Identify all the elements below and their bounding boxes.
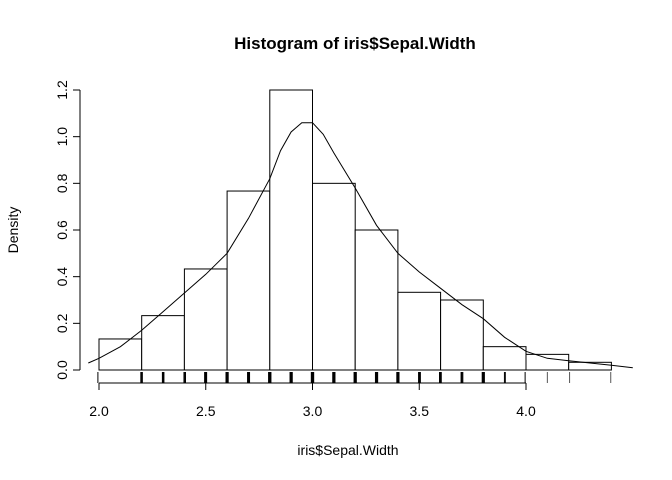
- x-tick-label: 3.0: [303, 403, 323, 419]
- rug-marks: [97, 372, 612, 383]
- histogram-bar-10: [525, 353, 570, 371]
- histogram-bar-5: [312, 182, 356, 371]
- histogram-bar-6: [354, 229, 399, 371]
- density-curve: [88, 122, 633, 369]
- y-tick-label: 0.8: [54, 173, 70, 193]
- y-tick-label: 0.2: [54, 313, 70, 333]
- density-curve-group: [88, 122, 633, 369]
- histogram-bar-8: [440, 299, 484, 371]
- y-tick-label: 0.4: [54, 267, 70, 287]
- x-tick-label: 3.5: [410, 403, 430, 419]
- histogram-bar-4: [269, 89, 313, 371]
- y-axis-label: Density: [5, 207, 21, 254]
- y-tick-label: 0.0: [54, 360, 70, 380]
- histogram-bar-7: [397, 291, 442, 371]
- histogram-bar-9: [482, 346, 527, 371]
- chart-title: Histogram of iris$Sepal.Width: [234, 34, 476, 53]
- histogram-bar-1: [141, 315, 185, 371]
- x-tick-label: 4.0: [516, 403, 536, 419]
- x-tick-label: 2.0: [89, 403, 109, 419]
- x-tick-label: 2.5: [196, 403, 216, 419]
- y-axis: 0.0 0.2 0.4 0.6 0.8 1.0 1.2: [54, 80, 81, 380]
- x-axis: 2.0 2.5 3.0 3.5 4.0: [89, 382, 536, 419]
- histogram-bars: [98, 89, 612, 371]
- y-tick-label: 1.2: [54, 80, 70, 100]
- histogram-bar-2: [183, 268, 228, 371]
- histogram-bar-11: [568, 361, 612, 371]
- y-tick-label: 0.6: [54, 220, 70, 240]
- histogram-bar-3: [226, 190, 271, 371]
- x-axis-label: iris$Sepal.Width: [297, 442, 398, 458]
- y-tick-label: 1.0: [54, 127, 70, 147]
